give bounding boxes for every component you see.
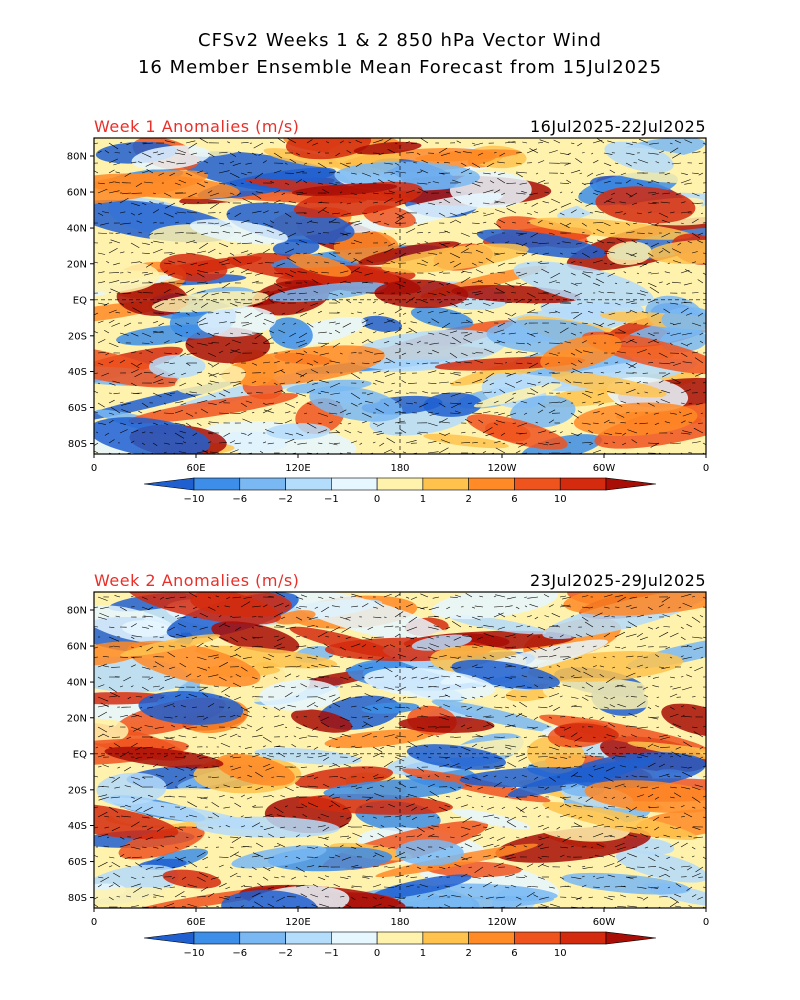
lat-tick-label: 80N: [67, 152, 87, 163]
lon-tick-label: 120W: [488, 917, 517, 928]
lat-tick-label: 40S: [68, 367, 87, 378]
colorbar-label: −6: [232, 494, 247, 505]
lon-tick-label: 60W: [593, 917, 616, 928]
lat-tick-label: 60S: [68, 857, 87, 868]
colorbar-label: 6: [511, 494, 517, 505]
colorbar-label: −2: [278, 494, 293, 505]
lat-tick-label: 20S: [68, 331, 87, 342]
lon-tick-label: 120E: [285, 463, 310, 474]
lon-tick-label: 0: [91, 917, 97, 928]
panel1-date-range: 16Jul2025-22Jul2025: [529, 117, 706, 136]
lat-tick-label: 60N: [67, 642, 87, 653]
colorbar-label: −2: [278, 948, 293, 959]
lat-tick-label: 60N: [67, 188, 87, 199]
colorbar-label: −10: [183, 494, 204, 505]
lon-tick-label: 0: [703, 463, 709, 474]
lon-tick-label: 180: [390, 917, 409, 928]
colorbar-label: 1: [420, 948, 426, 959]
lat-tick-label: 80S: [68, 439, 87, 450]
panel2-date-range: 23Jul2025-29Jul2025: [529, 571, 706, 590]
anomaly-shading: [94, 138, 706, 454]
colorbar-label: 10: [554, 494, 567, 505]
colorbar-label: 0: [374, 494, 380, 505]
panel1-label: Week 1 Anomalies (m/s): [94, 117, 300, 136]
lon-tick-label: 60E: [186, 463, 205, 474]
lat-tick-label: 80N: [67, 606, 87, 617]
lon-tick-label: 0: [703, 917, 709, 928]
colorbar-label: −1: [324, 948, 339, 959]
colorbar-label: −6: [232, 948, 247, 959]
lat-tick-label: EQ: [73, 295, 87, 306]
lon-tick-label: 0: [91, 463, 97, 474]
wind-vector-arrows: [94, 592, 706, 908]
lon-tick-label: 120W: [488, 463, 517, 474]
figure-title: CFSv2 Weeks 1 & 2 850 hPa Vector Wind: [198, 30, 602, 51]
colorbar-label: −10: [183, 948, 204, 959]
lat-tick-label: 20N: [67, 259, 87, 270]
colorbar-label: 2: [465, 948, 471, 959]
panel2-label: Week 2 Anomalies (m/s): [94, 571, 300, 590]
lat-tick-label: 40N: [67, 678, 87, 689]
lon-tick-label: 60W: [593, 463, 616, 474]
colorbar-label: −1: [324, 494, 339, 505]
lat-tick-label: 20S: [68, 785, 87, 796]
lat-tick-label: 80S: [68, 893, 87, 904]
lat-tick-label: 60S: [68, 403, 87, 414]
lat-tick-label: 40N: [67, 224, 87, 235]
lon-tick-label: 120E: [285, 917, 310, 928]
colorbar-label: 2: [465, 494, 471, 505]
lat-tick-label: EQ: [73, 749, 87, 760]
colorbar-label: 0: [374, 948, 380, 959]
colorbar-label: 1: [420, 494, 426, 505]
colorbar: −10 −6 −2 −1 0 1 2 6 10: [143, 477, 657, 505]
lon-tick-label: 60E: [186, 917, 205, 928]
lat-tick-label: 40S: [68, 821, 87, 832]
wind-vector-arrows: [94, 138, 706, 454]
figure-subtitle: 16 Member Ensemble Mean Forecast from 15…: [137, 57, 663, 78]
colorbar-label: 10: [554, 948, 567, 959]
colorbar: −10 −6 −2 −1 0 1 2 6 10: [143, 931, 657, 959]
anomaly-shading: [94, 592, 706, 908]
lat-tick-label: 20N: [67, 713, 87, 724]
colorbar-label: 6: [511, 948, 517, 959]
lon-tick-label: 180: [390, 463, 409, 474]
